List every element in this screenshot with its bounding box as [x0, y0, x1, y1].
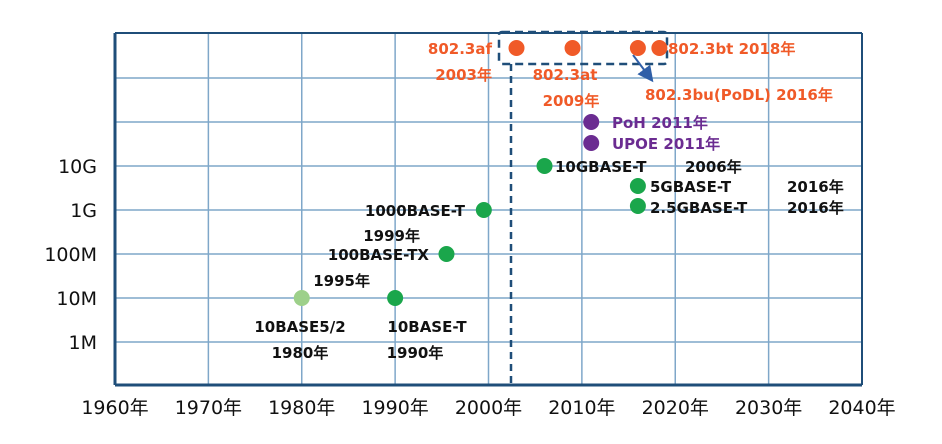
label-802-3bt: 802.3bt 2018年: [668, 40, 795, 58]
label-year: 1990年: [387, 344, 444, 362]
data-labels: 10BASE5/21980年10BASE-T1990年100BASE-TX199…: [254, 40, 843, 362]
point-802-3at: [564, 40, 581, 56]
point-2-5gbase-t: [629, 198, 646, 214]
x-tick-label: 2020年: [642, 397, 709, 419]
y-tick-label: 1M: [69, 332, 97, 354]
label-name: 10BASE5/2: [254, 318, 345, 336]
x-tick-label: 1970年: [175, 397, 242, 419]
label-name: 10BASE-T: [387, 318, 467, 336]
label-year: 1999年: [363, 227, 420, 245]
label-802-3bu: 802.3bu(PoDL) 2016年: [645, 86, 833, 104]
point-100base-tx: [438, 246, 455, 262]
label-year: 2016年: [787, 178, 844, 196]
x-tick-label: 1980年: [268, 397, 335, 419]
data-points: [293, 40, 668, 306]
point-10base5-2: [293, 290, 310, 306]
point-10base-t: [387, 290, 404, 306]
annotations: [497, 30, 669, 385]
y-tick-label: 100M: [44, 244, 97, 266]
point-1000base-t: [475, 202, 492, 218]
grid: [115, 33, 862, 385]
label-year: 1995年: [313, 272, 370, 290]
tick-labels: 1960年 1970年 1980年 1990年 2000年 2010年 2020年 2030年…: [44, 156, 895, 419]
point-5gbase-t: [629, 178, 646, 194]
label-year: 2006年: [685, 158, 742, 176]
podl-pointer-arrow: [632, 54, 654, 83]
label-upoe: UPOE 2011年: [612, 135, 720, 153]
label-year: 2009年: [543, 92, 600, 110]
x-tick-label: 1990年: [361, 397, 428, 419]
label-year: 1980年: [272, 344, 329, 362]
axes: [113, 32, 863, 387]
y-tick-label: 10M: [56, 288, 97, 310]
point-poh: [583, 114, 600, 130]
x-tick-label: 2010年: [548, 397, 615, 419]
y-tick-label: 10G: [58, 156, 97, 178]
x-tick-label: 2040年: [828, 397, 895, 419]
label-name: 1000BASE-T: [365, 202, 466, 220]
poe-highlight-box: [497, 30, 669, 66]
point-802-3bt: [651, 40, 668, 56]
x-tick-label: 2030年: [735, 397, 802, 419]
point-802-3bu-podl: [629, 40, 646, 56]
x-tick-label: 2000年: [455, 397, 522, 419]
point-802-3af: [508, 40, 525, 56]
label-year: 2016年: [787, 199, 844, 217]
x-tick-label: 1960年: [81, 397, 148, 419]
label-year: 2003年: [435, 66, 492, 84]
label-name: 802.3af: [428, 40, 493, 58]
label-name: 100BASE-TX: [328, 246, 430, 264]
point-10gbase-t: [536, 158, 553, 174]
label-name: 802.3at: [533, 66, 598, 84]
label-name: 2.5GBASE-T: [650, 199, 748, 217]
label-name: 10GBASE-T: [555, 158, 647, 176]
point-upoe: [583, 135, 600, 151]
label-name: 5GBASE-T: [650, 178, 732, 196]
y-tick-label: 1G: [70, 200, 97, 222]
label-poh: PoH 2011年: [612, 114, 708, 132]
